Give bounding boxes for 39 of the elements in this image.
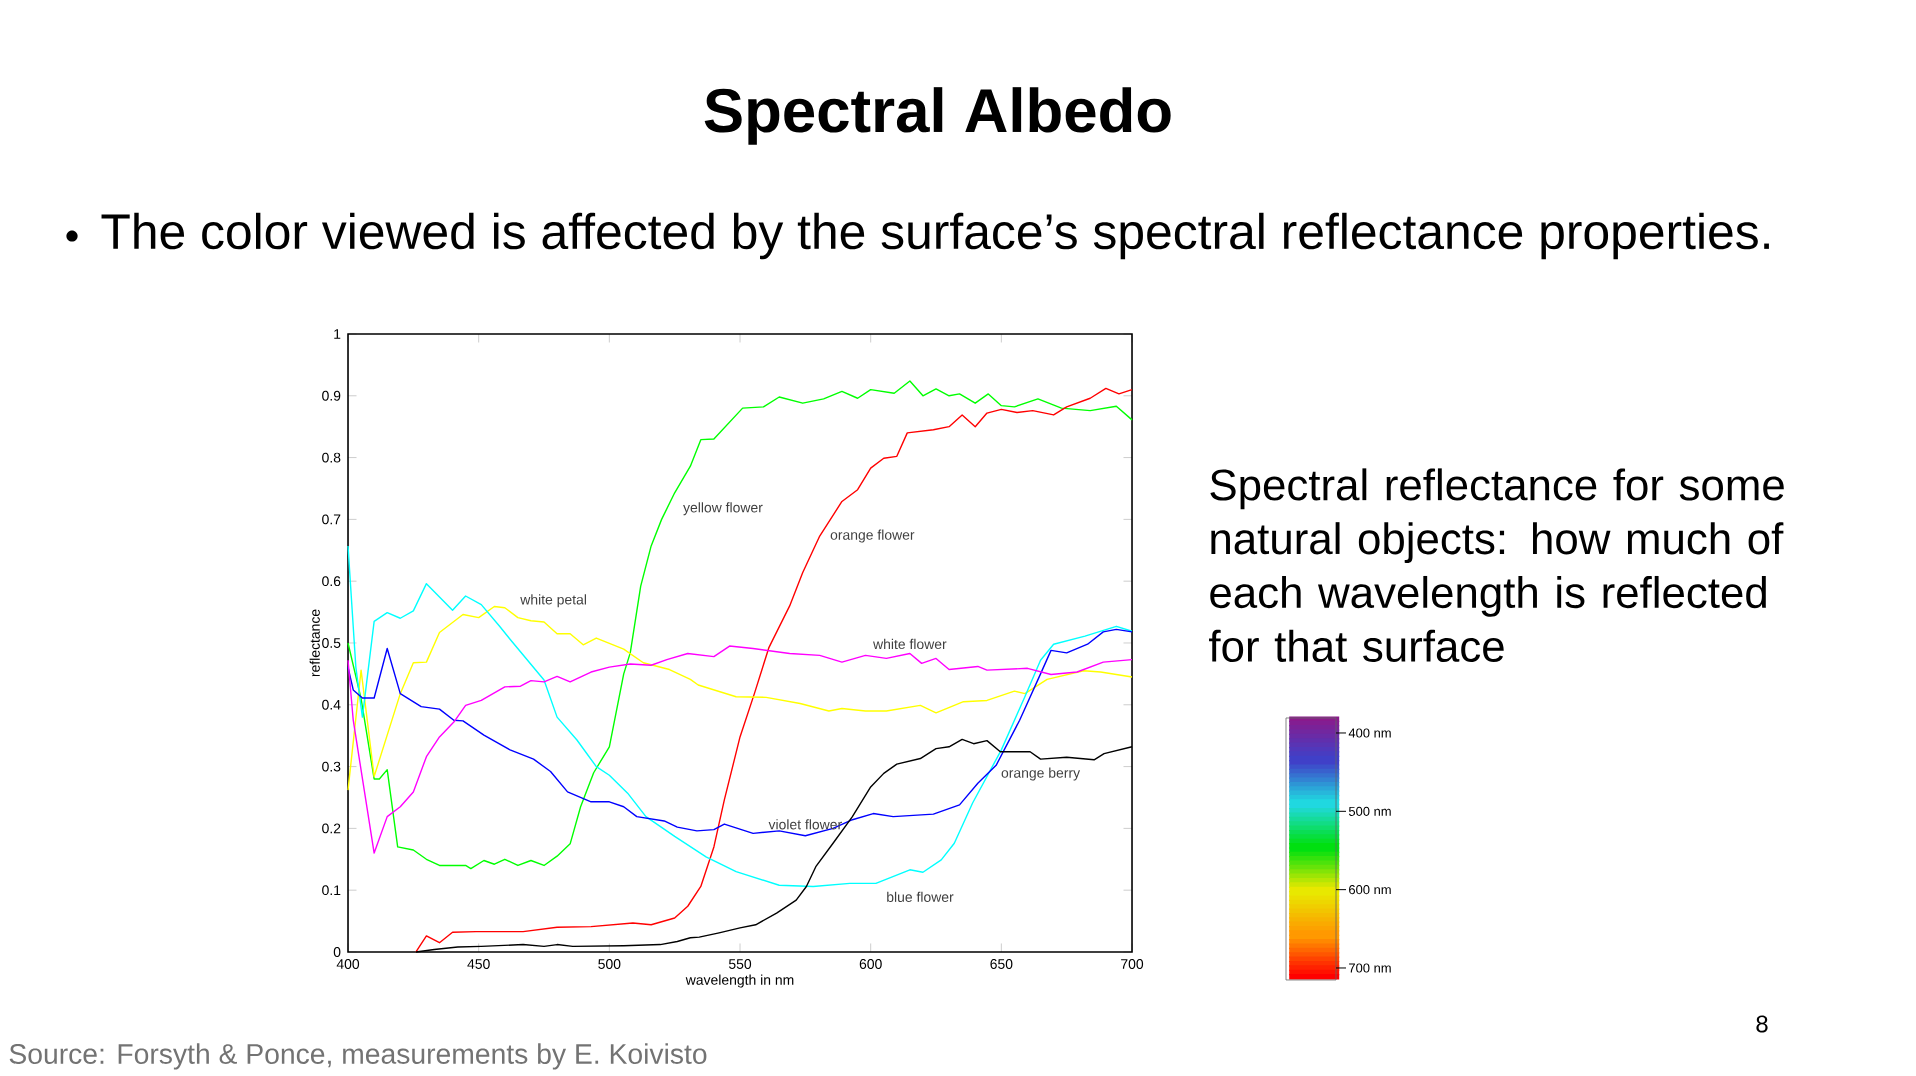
x-tick-label: 400 [336, 959, 360, 969]
text: Spectral reflectance for some natural objects: how much of each wavelength is reflected for that surface [1209, 468, 1784, 662]
line-series [347, 380, 1133, 870]
y-tick-label: 0.5 [322, 638, 341, 648]
text: 8 [1756, 1015, 1768, 1033]
series-label: white petal [520, 594, 586, 608]
y-tick-label: 0.9 [322, 390, 341, 401]
series-label: violet flower [768, 819, 842, 830]
y-tick-label: 0.6 [322, 576, 341, 587]
y-tick-label: 0.4 [322, 699, 341, 710]
chart-title: Spectral Albedo [704, 87, 1171, 145]
x-tick-label: 500 [598, 959, 621, 969]
series-label: blue flower [887, 891, 954, 902]
x-tick-label: 600 [859, 959, 882, 969]
x-tick-label: 700 [1121, 959, 1144, 969]
line-series [347, 628, 1133, 837]
x-tick-label: 450 [467, 959, 490, 969]
text: 400 nm [1348, 728, 1391, 738]
source-note: Source: Forsyth & Ponce, measurements by E. Koivisto [9, 1043, 707, 1070]
x-tick-label: 650 [990, 959, 1013, 969]
series-label: white flower [873, 638, 947, 650]
series-label: orange berry [1001, 767, 1081, 781]
y-tick-label: 0.3 [322, 761, 341, 772]
series-label: orange flower [830, 529, 915, 543]
text: 500 nm [1348, 806, 1391, 816]
text: 600 nm [1349, 885, 1391, 895]
y-tick-label: 0.8 [322, 452, 341, 463]
y-tick-label: 0.1 [322, 885, 341, 896]
x-tick-label: 550 [728, 959, 752, 969]
y-axis-title: reflectance [309, 609, 320, 677]
y-tick-label: 1 [334, 329, 341, 339]
series-label: yellow flower [683, 502, 763, 516]
x-axis-title: wavelength in nm [685, 974, 794, 988]
text: 700 nm [1349, 963, 1391, 973]
text: The color viewed is affected by the surface’s spectral reflectance properties. [101, 212, 1769, 260]
y-tick-label: 0.7 [322, 514, 341, 525]
y-tick-label: 0.2 [322, 823, 341, 834]
line-series [415, 387, 1133, 953]
y-tick-label: 0 [333, 947, 341, 957]
